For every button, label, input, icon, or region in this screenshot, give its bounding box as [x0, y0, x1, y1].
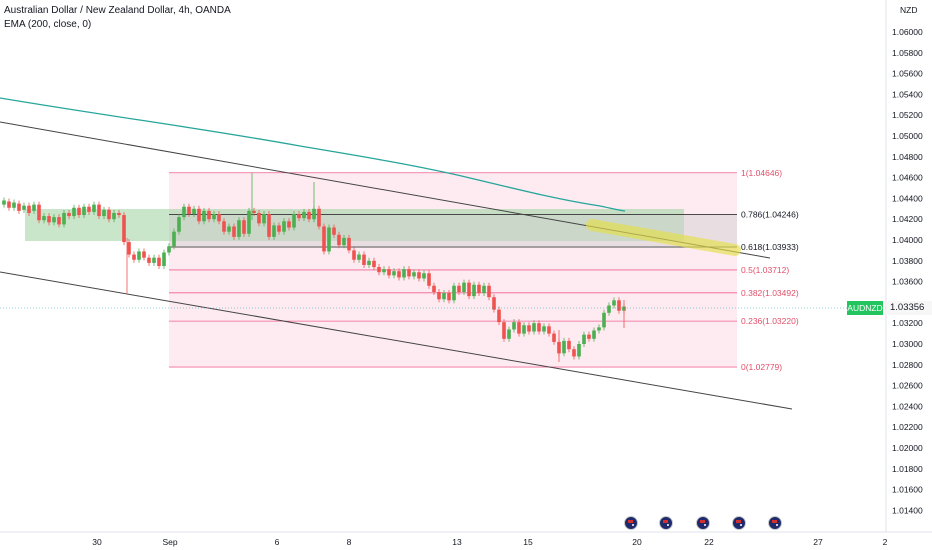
flag-icon[interactable]: [624, 516, 638, 530]
price-tick-label: 1.03800: [892, 256, 923, 266]
flag-icon[interactable]: [732, 516, 746, 530]
time-tick-label: Sep: [162, 537, 177, 547]
time-tick-label: 2: [883, 537, 888, 547]
price-tick-label: 1.02600: [892, 381, 923, 391]
price-tick-label: 1.02400: [892, 401, 923, 411]
candlesticks: [2, 173, 626, 362]
price-tick-label: 1.01600: [892, 485, 923, 495]
price-tick-label: 1.04800: [892, 152, 923, 162]
time-tick-label: 27: [813, 537, 823, 547]
price-tick-label: 1.02200: [892, 422, 923, 432]
time-axis[interactable]: 30 Sep 6 8 13 15 20 22 27 2: [92, 537, 887, 547]
fib-level-label: 1(1.04646): [741, 168, 782, 178]
fib-level-label: 0.5(1.03712): [741, 265, 789, 275]
price-tick-label: 1.03200: [892, 318, 923, 328]
price-tick-label: 1.03000: [892, 339, 923, 349]
price-tick-label: 1.05800: [892, 48, 923, 58]
price-tick-label: 1.05400: [892, 89, 923, 99]
current-price-label: 1.03356: [886, 301, 932, 315]
fib-level-label: 0.618(1.03933): [741, 242, 799, 252]
price-axis[interactable]: NZD 1.06000 1.05800 1.05600 1.05400 1.05200 1.…: [892, 5, 923, 515]
highlight-marker[interactable]: [586, 219, 741, 256]
currency-label: NZD: [900, 5, 917, 15]
flag-icon[interactable]: [696, 516, 710, 530]
symbol-price-tag: AUDNZD: [847, 301, 883, 315]
time-tick-label: 8: [347, 537, 352, 547]
ema-200-line: [0, 97, 626, 212]
flag-icon[interactable]: [659, 516, 673, 530]
price-tick-label: 1.05200: [892, 110, 923, 120]
price-tick-label: 1.02800: [892, 360, 923, 370]
price-tick-label: 1.05000: [892, 131, 923, 141]
price-tick-label: 1.05600: [892, 69, 923, 79]
fib-level-label: 0(1.02779): [741, 362, 782, 372]
price-tick-label: 1.04000: [892, 235, 923, 245]
price-tick-label: 1.04600: [892, 173, 923, 183]
fib-levels[interactable]: [169, 172, 737, 368]
price-tick-label: 1.01400: [892, 505, 923, 515]
time-tick-label: 6: [275, 537, 280, 547]
fib-zone[interactable]: [169, 174, 737, 368]
price-tick-label: 1.01800: [892, 464, 923, 474]
time-tick-label: 15: [523, 537, 533, 547]
symbol-title[interactable]: Australian Dollar / New Zealand Dollar, …: [4, 5, 231, 16]
price-tick-label: 1.06000: [892, 27, 923, 37]
time-tick-label: 13: [452, 537, 462, 547]
price-tick-label: 1.03600: [892, 277, 923, 287]
fib-level-label: 0.236(1.03220): [741, 316, 799, 326]
economic-events[interactable]: [624, 516, 782, 530]
chart-legend: Australian Dollar / New Zealand Dollar, …: [4, 4, 231, 32]
flag-icon[interactable]: [768, 516, 782, 530]
fib-labels: 1(1.04646) 0.786(1.04246) 0.618(1.03933) 0.…: [741, 168, 799, 372]
time-tick-label: 20: [632, 537, 642, 547]
price-tick-label: 1.02000: [892, 443, 923, 453]
lower-trendline[interactable]: [0, 271, 793, 410]
price-tick-label: 1.04400: [892, 193, 923, 203]
fib-level-label: 0.382(1.03492): [741, 288, 799, 298]
indicator-label[interactable]: EMA (200, close, 0): [4, 19, 92, 30]
price-tick-label: 1.04200: [892, 214, 923, 224]
time-tick-label: 30: [92, 537, 102, 547]
time-tick-label: 22: [704, 537, 714, 547]
fib-level-label: 0.786(1.04246): [741, 209, 799, 219]
